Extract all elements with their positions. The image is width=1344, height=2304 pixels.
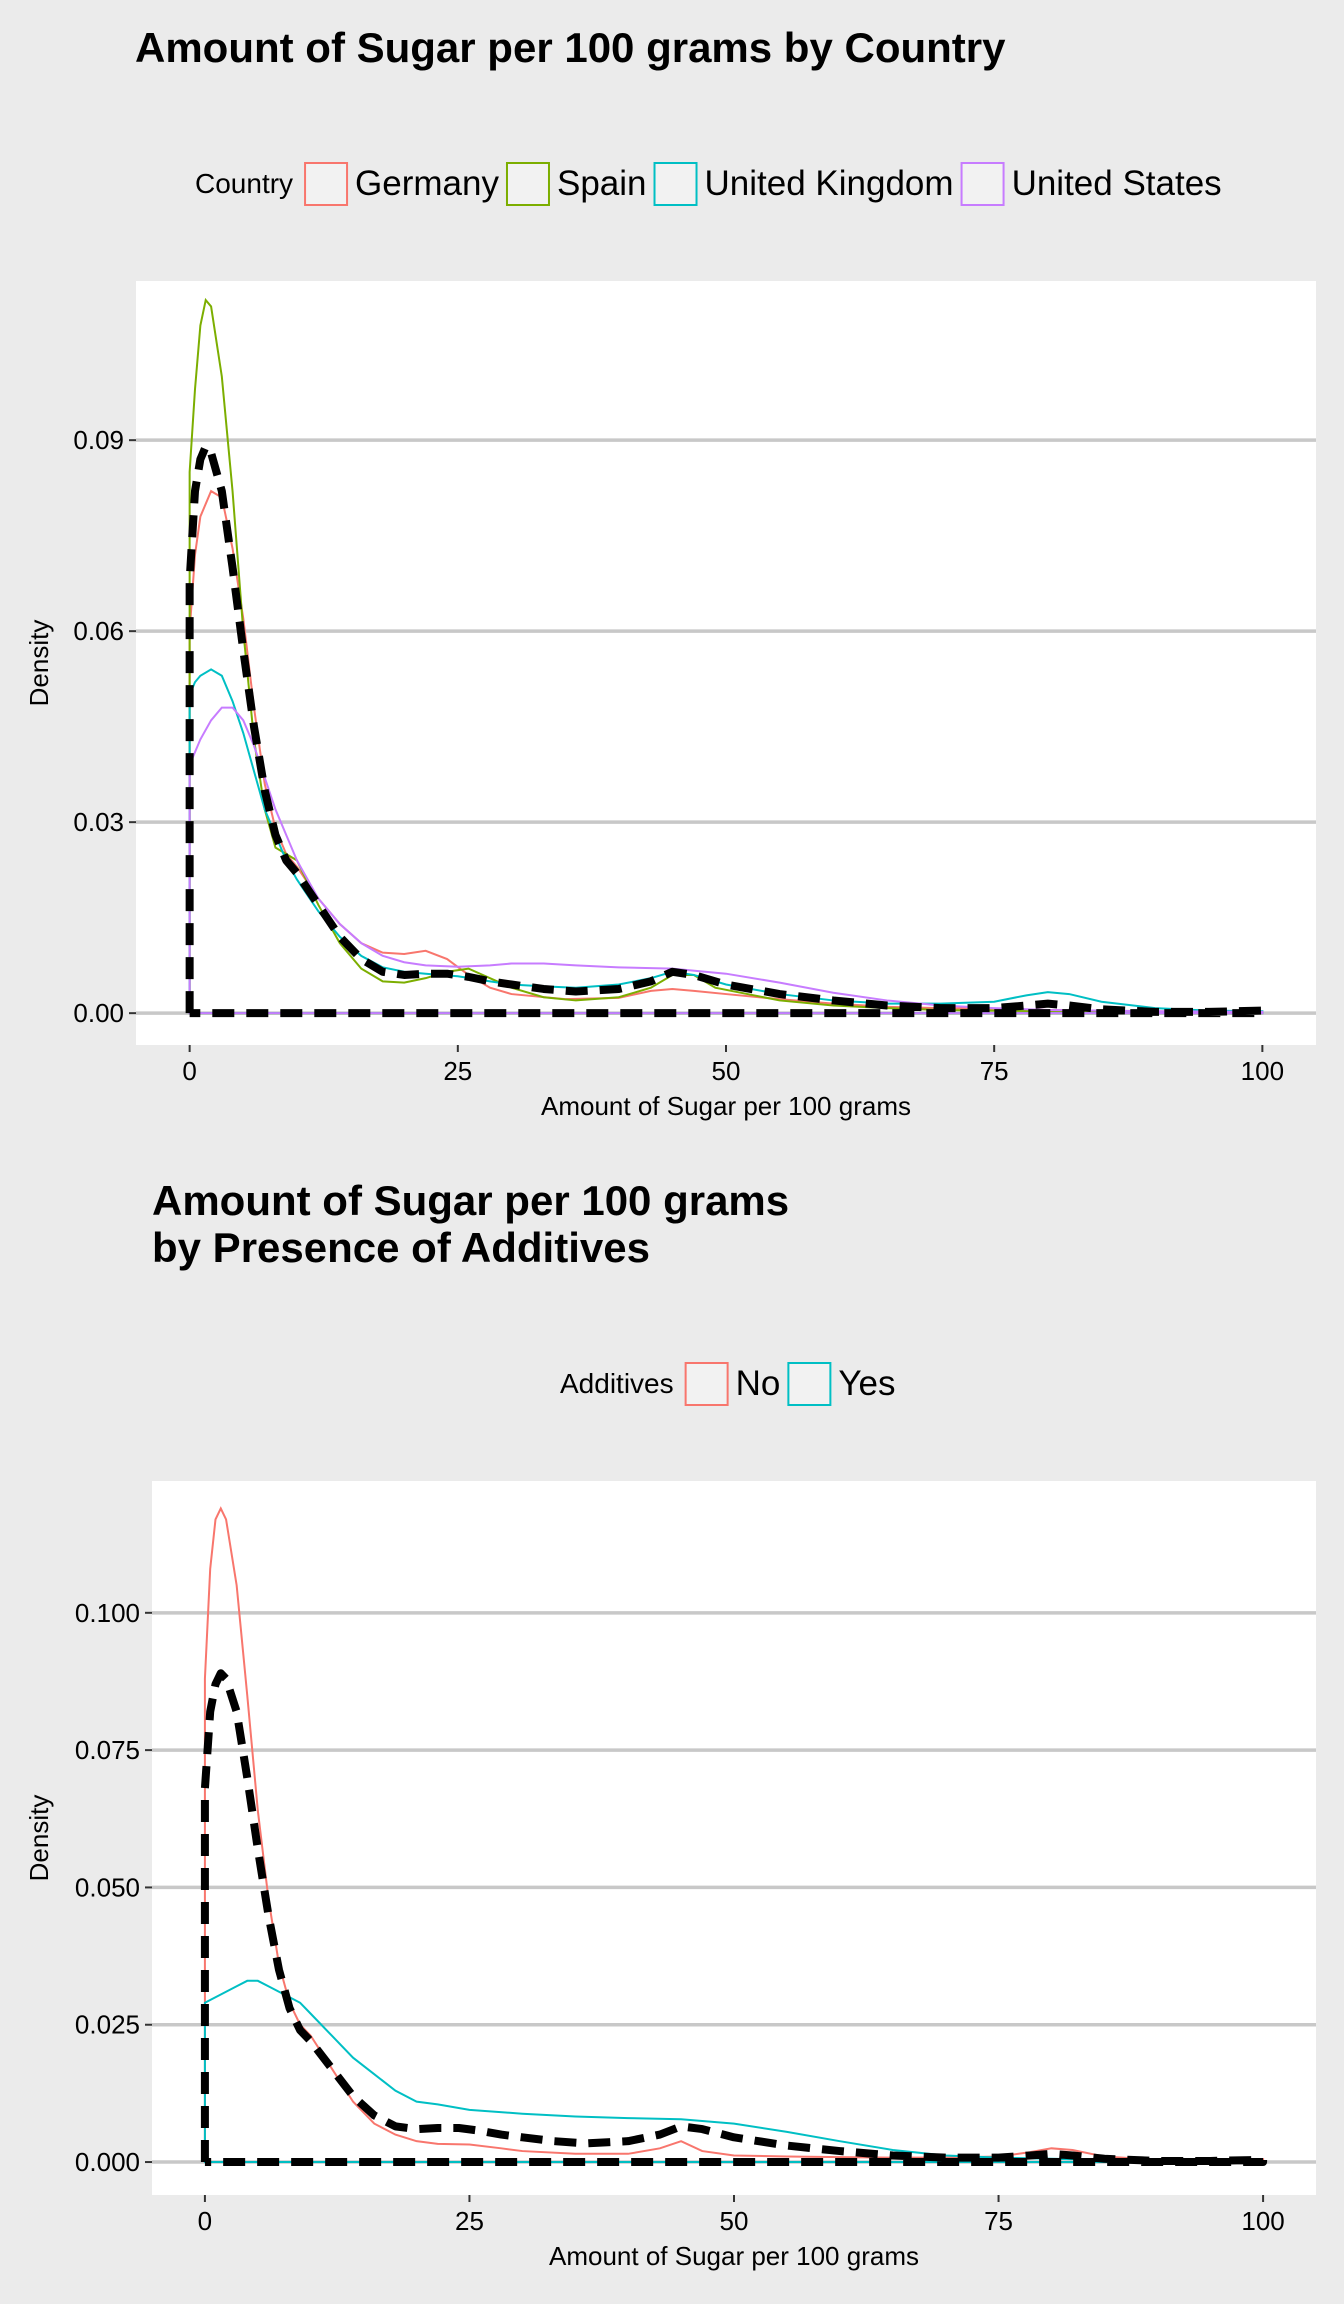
legend-label: No (736, 1364, 781, 1403)
y-tick-label: 0.00 (73, 998, 124, 1028)
legend-item: No (684, 1362, 781, 1406)
y-axis-title: Density (24, 620, 54, 707)
legend: Additives No Yes (560, 1362, 895, 1406)
chart-title-line: by Presence of Additives (152, 1224, 650, 1271)
series-layer (185, 297, 1267, 1018)
legend: Country Germany Spain United Kingdom United … (195, 162, 1222, 206)
plot-background (152, 1481, 1316, 2195)
chart-title-line: Amount of Sugar per 100 grams (152, 1177, 789, 1224)
series-layer (200, 1506, 1268, 2167)
legend-item: Germany (304, 162, 499, 206)
overall-density-line (185, 442, 1267, 1018)
x-tick-label: 0 (198, 2206, 212, 2236)
series-line-spain (188, 297, 1264, 1015)
x-tick-label: 25 (455, 2206, 484, 2236)
legend-label: Spain (557, 164, 647, 203)
legend-label: Yes (838, 1364, 895, 1403)
x-tick-label: 0 (182, 1056, 196, 1086)
y-tick-label: 0.100 (75, 1598, 140, 1628)
overall-density-line (200, 1669, 1268, 2167)
x-axis-title: Amount of Sugar per 100 grams (549, 2241, 919, 2271)
chart-panel-1: Amount of Sugar per 100 grams by Country… (24, 24, 1316, 1121)
legend-label: Germany (355, 164, 499, 203)
y-tick-label: 0.000 (75, 2147, 140, 2177)
legend-item: United Kingdom (653, 162, 954, 206)
plot-background (136, 281, 1316, 1045)
legend-label: United Kingdom (705, 164, 954, 203)
legend-item: United States (960, 162, 1222, 206)
x-tick-label: 75 (980, 1056, 1009, 1086)
x-tick-label: 50 (720, 2206, 749, 2236)
legend-item: Spain (505, 162, 647, 206)
x-tick-label: 100 (1241, 1056, 1284, 1086)
x-tick-label: 75 (984, 2206, 1013, 2236)
x-tick-label: 25 (443, 1056, 472, 1086)
x-tick-label: 50 (712, 1056, 741, 1086)
y-axis-title: Density (24, 1795, 54, 1882)
y-tick-label: 0.06 (73, 616, 124, 646)
series-line-yes (203, 1979, 1265, 2164)
y-tick-label: 0.050 (75, 1872, 140, 1902)
y-tick-label: 0.025 (75, 2010, 140, 2040)
chart-title-line: Amount of Sugar per 100 grams by Country (135, 24, 1006, 71)
series-line-no (203, 1506, 1265, 2164)
x-tick-label: 100 (1241, 2206, 1284, 2236)
legend-key (505, 162, 550, 206)
legend-title: Additives (560, 1368, 674, 1399)
legend-key (653, 162, 698, 206)
legend-key (787, 1362, 832, 1406)
legend-label: United States (1012, 164, 1222, 203)
legend-title: Country (195, 168, 293, 199)
legend-key (304, 162, 349, 206)
y-tick-label: 0.03 (73, 807, 124, 837)
legend-key (960, 162, 1005, 206)
y-tick-label: 0.075 (75, 1735, 140, 1765)
legend-item: Yes (787, 1362, 895, 1406)
x-axis-title: Amount of Sugar per 100 grams (541, 1091, 911, 1121)
legend-key (684, 1362, 729, 1406)
y-tick-label: 0.09 (73, 425, 124, 455)
